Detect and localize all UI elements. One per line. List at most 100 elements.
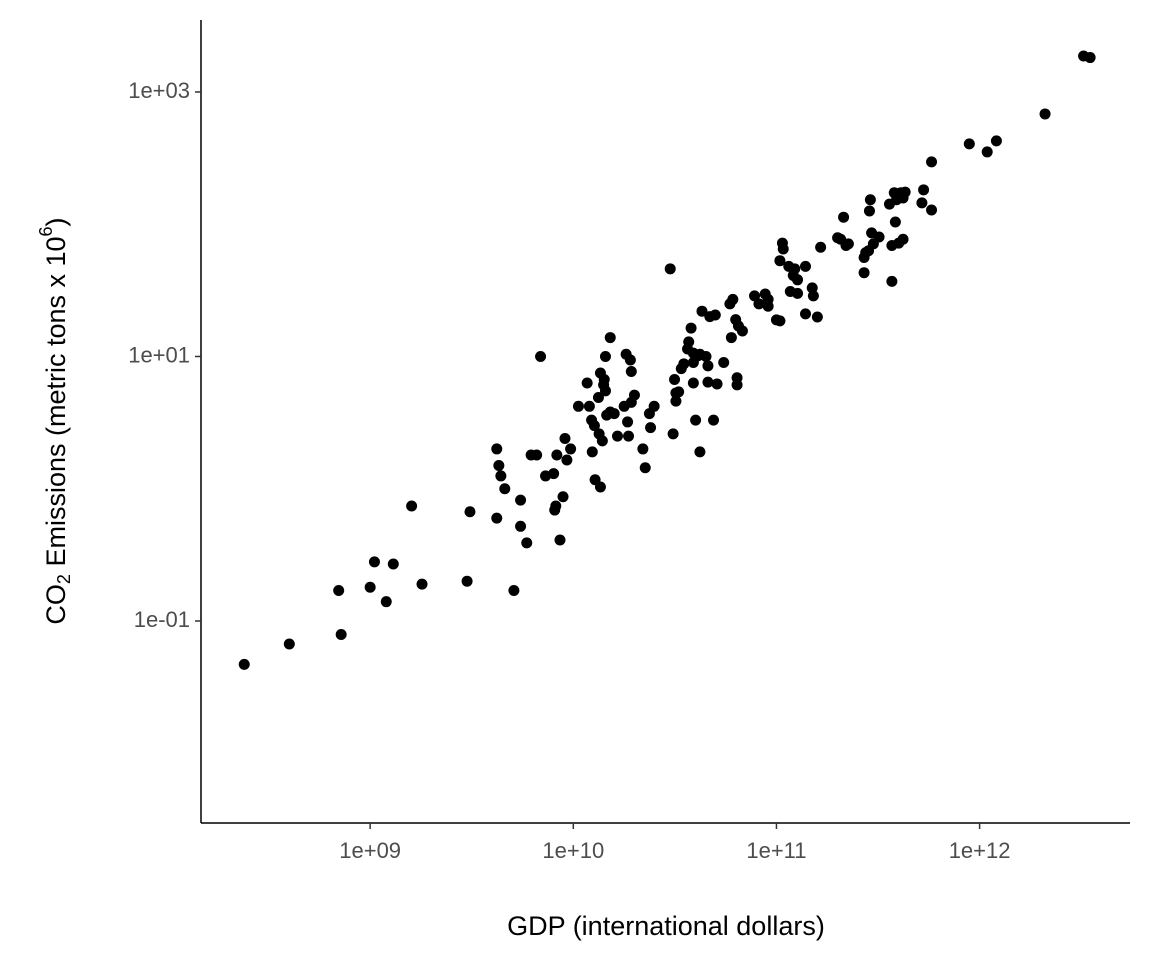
point bbox=[499, 483, 511, 495]
point bbox=[604, 332, 616, 344]
point bbox=[559, 432, 571, 444]
point bbox=[926, 204, 938, 216]
point bbox=[916, 197, 928, 209]
point bbox=[416, 578, 428, 590]
point bbox=[550, 500, 562, 512]
y-axis-title-rest: Emissions (metric tons x 10 bbox=[41, 236, 71, 574]
point bbox=[628, 389, 640, 401]
point bbox=[515, 520, 527, 532]
point bbox=[625, 365, 637, 377]
point bbox=[789, 263, 801, 275]
point bbox=[690, 414, 702, 426]
point bbox=[583, 400, 595, 412]
point bbox=[685, 322, 697, 334]
y-tick-label: 1e+03 bbox=[128, 78, 190, 103]
point bbox=[811, 311, 823, 323]
point bbox=[335, 629, 347, 641]
point bbox=[858, 267, 870, 279]
point bbox=[622, 416, 634, 428]
point bbox=[800, 308, 812, 320]
point bbox=[762, 293, 774, 305]
point bbox=[709, 309, 721, 321]
point bbox=[531, 449, 543, 461]
point bbox=[406, 500, 418, 512]
point bbox=[753, 298, 765, 310]
point bbox=[873, 231, 885, 243]
point bbox=[491, 443, 503, 455]
point bbox=[464, 506, 476, 518]
point bbox=[683, 336, 695, 348]
point bbox=[700, 350, 712, 362]
point bbox=[838, 211, 850, 223]
point bbox=[535, 350, 547, 362]
point bbox=[238, 658, 250, 670]
point bbox=[598, 373, 610, 385]
point bbox=[581, 377, 593, 389]
point bbox=[696, 305, 708, 317]
point bbox=[864, 194, 876, 206]
point bbox=[333, 585, 345, 597]
point bbox=[687, 377, 699, 389]
point bbox=[718, 357, 730, 369]
y-tick-label: 1e+01 bbox=[128, 342, 190, 367]
y-axis-title-main: CO bbox=[41, 584, 71, 625]
point bbox=[551, 449, 563, 461]
point bbox=[565, 443, 577, 455]
point bbox=[561, 454, 573, 466]
point bbox=[368, 556, 380, 568]
point bbox=[493, 459, 505, 471]
point bbox=[669, 373, 681, 385]
y-axis-title-end: ) bbox=[41, 217, 71, 226]
point bbox=[664, 263, 676, 275]
point bbox=[774, 255, 786, 267]
point bbox=[990, 135, 1002, 147]
point bbox=[886, 275, 898, 287]
point bbox=[608, 408, 620, 420]
point bbox=[981, 146, 993, 158]
point bbox=[637, 443, 649, 455]
point bbox=[624, 354, 636, 366]
point bbox=[918, 184, 930, 196]
point bbox=[702, 360, 714, 372]
point bbox=[623, 430, 635, 442]
point bbox=[899, 186, 911, 198]
x-tick-label: 1e+09 bbox=[339, 838, 401, 863]
x-tick-label: 1e+11 bbox=[746, 838, 806, 863]
point bbox=[491, 512, 503, 524]
point bbox=[725, 332, 737, 344]
y-axis-title: CO2 Emissions (metric tons x 106) bbox=[36, 217, 74, 624]
point bbox=[283, 638, 295, 650]
point bbox=[557, 491, 569, 503]
point bbox=[548, 468, 560, 480]
point bbox=[963, 138, 975, 150]
point bbox=[508, 585, 520, 597]
point bbox=[678, 358, 690, 370]
point bbox=[777, 243, 789, 255]
point bbox=[807, 290, 819, 302]
point bbox=[667, 428, 679, 440]
point bbox=[731, 372, 743, 384]
point bbox=[515, 494, 527, 506]
x-tick-label: 1e+12 bbox=[949, 838, 1011, 863]
point bbox=[774, 315, 786, 327]
point bbox=[594, 481, 606, 493]
point bbox=[645, 422, 657, 434]
y-axis-title-subscript: 2 bbox=[54, 574, 74, 584]
point bbox=[727, 293, 739, 305]
point bbox=[588, 420, 600, 432]
point bbox=[611, 430, 623, 442]
point bbox=[572, 400, 584, 412]
point bbox=[889, 216, 901, 228]
point bbox=[380, 596, 392, 608]
point bbox=[897, 233, 909, 245]
point bbox=[711, 378, 723, 390]
point bbox=[815, 241, 827, 253]
point bbox=[792, 274, 804, 286]
point bbox=[863, 205, 875, 217]
x-tick-label: 1e+10 bbox=[542, 838, 604, 863]
point bbox=[364, 581, 376, 593]
point bbox=[736, 325, 748, 337]
point bbox=[694, 446, 706, 458]
point bbox=[792, 287, 804, 299]
